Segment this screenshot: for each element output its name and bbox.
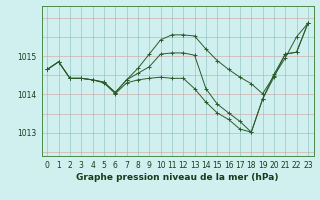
- X-axis label: Graphe pression niveau de la mer (hPa): Graphe pression niveau de la mer (hPa): [76, 173, 279, 182]
